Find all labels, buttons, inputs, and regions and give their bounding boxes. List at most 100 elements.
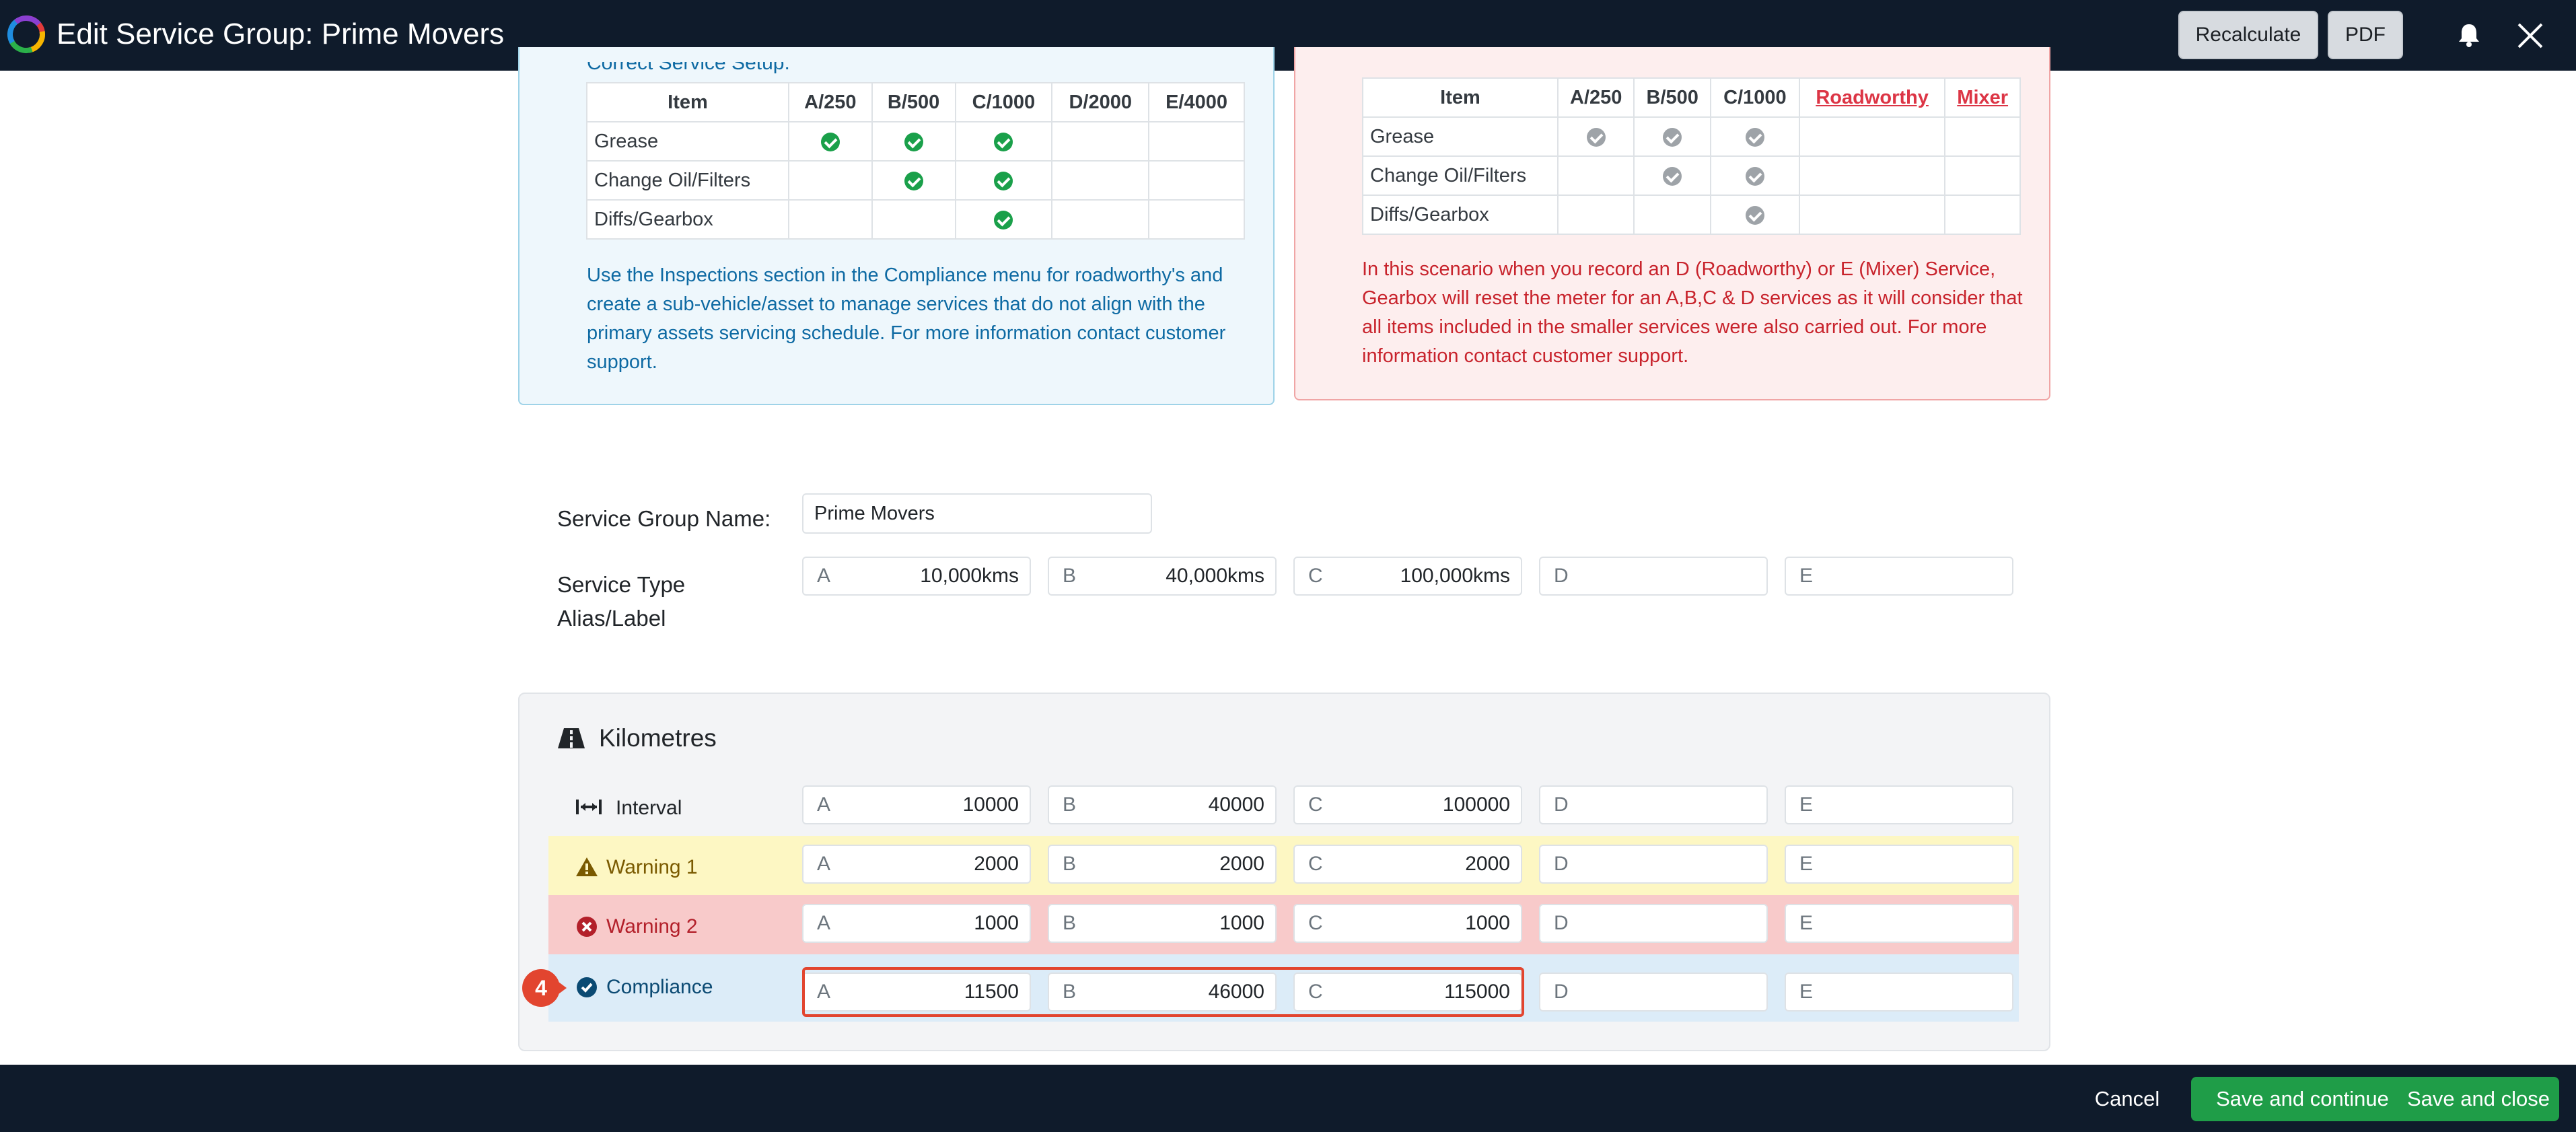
field-prefix: B bbox=[1063, 981, 1077, 1003]
correct-setup-note: Use the Inspections section in the Compl… bbox=[587, 264, 1226, 373]
item-cell: Change Oil/Filters bbox=[586, 160, 789, 201]
field-prefix: E bbox=[1799, 912, 1814, 934]
compliance-field-e[interactable]: E bbox=[1785, 972, 2013, 1012]
mixer-link[interactable]: Mixer bbox=[1944, 77, 2021, 118]
compliance-highlight-box bbox=[802, 967, 1524, 1017]
check-cell bbox=[1633, 116, 1711, 157]
alias-field-b[interactable]: B 40,000kms bbox=[1048, 557, 1277, 596]
check-cell bbox=[1557, 155, 1635, 196]
alias-field-e[interactable]: E bbox=[1785, 557, 2013, 596]
field-prefix: D bbox=[1554, 853, 1569, 875]
field-prefix: C bbox=[1308, 565, 1323, 587]
compliance-field-c[interactable]: C 115000 bbox=[1293, 972, 1522, 1012]
pdf-button[interactable]: PDF bbox=[2328, 11, 2403, 59]
check-cell bbox=[1557, 116, 1635, 157]
warning-1-field-a[interactable]: A 2000 bbox=[802, 845, 1031, 884]
check-cell bbox=[1051, 121, 1150, 162]
compliance-label: Compliance bbox=[606, 976, 713, 998]
warning-1-field-e[interactable]: E bbox=[1785, 845, 2013, 884]
check-cell bbox=[788, 199, 873, 240]
interval-field-c[interactable]: C 100000 bbox=[1293, 785, 1522, 824]
check-cell bbox=[1944, 155, 2021, 196]
cancel-button[interactable]: Cancel bbox=[2081, 1077, 2174, 1121]
alias-field-c[interactable]: C 100,000kms bbox=[1293, 557, 1522, 596]
table-row: Diffs/Gearbox bbox=[1362, 194, 2021, 235]
footer-bar bbox=[0, 1065, 2576, 1132]
warning-1-field-b[interactable]: B 2000 bbox=[1048, 845, 1277, 884]
check-cell bbox=[1798, 194, 1946, 235]
correct-setup-heading: Correct Service Setup: bbox=[587, 62, 991, 78]
table-row: Change Oil/Filters bbox=[1362, 155, 2021, 196]
column-header: E/4000 bbox=[1148, 82, 1245, 122]
check-circle-icon bbox=[577, 977, 597, 997]
save-and-close-button[interactable]: Save and close bbox=[2398, 1077, 2559, 1121]
warning-2-label: Warning 2 bbox=[606, 915, 698, 938]
compliance-field-b[interactable]: B 46000 bbox=[1048, 972, 1277, 1012]
warning-2-field-c[interactable]: C 1000 bbox=[1293, 904, 1522, 943]
check-cell bbox=[1709, 155, 1800, 196]
field-value: 1000 bbox=[1219, 912, 1264, 934]
column-header: Item bbox=[1362, 77, 1559, 118]
field-prefix: D bbox=[1554, 912, 1569, 934]
compliance-field-d[interactable]: D bbox=[1539, 972, 1768, 1012]
warning-2-field-a[interactable]: A 1000 bbox=[802, 904, 1031, 943]
check-cell bbox=[871, 199, 956, 240]
check-cell bbox=[1051, 160, 1150, 201]
incorrect-setup-table: Item A/250 B/500 C/1000 Roadworthy Mixer… bbox=[1362, 77, 2021, 235]
check-cell bbox=[1709, 194, 1800, 235]
field-prefix: A bbox=[817, 565, 831, 587]
field-value: 10,000kms bbox=[920, 565, 1019, 587]
warning-2-field-e[interactable]: E bbox=[1785, 904, 2013, 943]
warning-1-field-d[interactable]: D bbox=[1539, 845, 1768, 884]
check-cell bbox=[1633, 155, 1711, 196]
field-value: 100000 bbox=[1442, 793, 1510, 816]
field-prefix: C bbox=[1308, 981, 1323, 1003]
correct-setup-table: Item A/250 B/500 C/1000 D/2000 E/4000 Gr… bbox=[586, 82, 1245, 240]
check-circle-icon bbox=[1745, 166, 1764, 186]
check-cell bbox=[1944, 194, 2021, 235]
kilometres-title: Kilometres bbox=[599, 724, 717, 752]
field-prefix: C bbox=[1308, 853, 1323, 875]
field-prefix: B bbox=[1063, 853, 1077, 875]
close-icon[interactable] bbox=[2513, 19, 2547, 52]
alias-field-a[interactable]: A 10,000kms bbox=[802, 557, 1031, 596]
interval-field-b[interactable]: B 40000 bbox=[1048, 785, 1277, 824]
top-bar bbox=[0, 0, 2576, 71]
interval-field-e[interactable]: E bbox=[1785, 785, 2013, 824]
warning-2-field-d[interactable]: D bbox=[1539, 904, 1768, 943]
recalculate-button[interactable]: Recalculate bbox=[2178, 11, 2318, 59]
service-type-alias-label: Service Type Alias/Label bbox=[557, 572, 686, 631]
save-and-continue-button[interactable]: Save and continue bbox=[2191, 1077, 2414, 1121]
table-header-row: Item A/250 B/500 C/1000 D/2000 E/4000 bbox=[586, 82, 1245, 122]
field-value: 40,000kms bbox=[1166, 565, 1264, 587]
warning-1-row-band bbox=[548, 836, 2019, 896]
item-cell: Diffs/Gearbox bbox=[586, 199, 789, 240]
road-icon bbox=[558, 728, 585, 748]
interval-field-a[interactable]: A 10000 bbox=[802, 785, 1031, 824]
warning-2-field-b[interactable]: B 1000 bbox=[1048, 904, 1277, 943]
step-badge-pointer bbox=[556, 980, 567, 996]
roadworthy-link[interactable]: Roadworthy bbox=[1798, 77, 1946, 118]
check-circle-icon bbox=[1663, 127, 1682, 147]
column-header: B/500 bbox=[1633, 77, 1711, 118]
bell-icon[interactable] bbox=[2456, 22, 2482, 48]
page-title-prefix: Edit Service Group: bbox=[57, 17, 314, 50]
check-cell bbox=[954, 121, 1053, 162]
check-cell bbox=[788, 160, 873, 201]
table-row: Grease bbox=[1362, 116, 2021, 157]
check-cell bbox=[1051, 199, 1150, 240]
check-cell bbox=[871, 160, 956, 201]
warning-2-row-band bbox=[548, 895, 2019, 956]
field-value: 10000 bbox=[962, 793, 1019, 816]
column-header: B/500 bbox=[871, 82, 956, 122]
interval-field-d[interactable]: D bbox=[1539, 785, 1768, 824]
field-value: 2000 bbox=[1219, 853, 1264, 875]
check-circle-icon bbox=[1745, 127, 1764, 147]
compliance-field-a[interactable]: A 11500 bbox=[802, 972, 1031, 1012]
check-circle-icon bbox=[1745, 205, 1764, 225]
service-group-name-input[interactable]: Prime Movers bbox=[802, 493, 1152, 534]
warning-1-field-c[interactable]: C 2000 bbox=[1293, 845, 1522, 884]
field-prefix: E bbox=[1799, 793, 1814, 816]
field-prefix: D bbox=[1554, 981, 1569, 1003]
alias-field-d[interactable]: D bbox=[1539, 557, 1768, 596]
